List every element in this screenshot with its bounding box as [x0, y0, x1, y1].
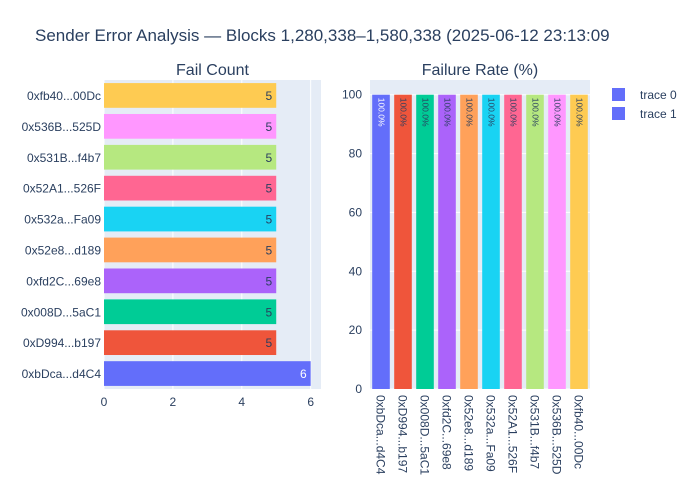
data-label: 100.0%: [377, 98, 387, 127]
x-tick-label: 0xD994...b197: [396, 395, 410, 473]
bar[interactable]: [372, 94, 390, 389]
bar[interactable]: [104, 113, 277, 139]
data-label: 100.0%: [443, 98, 453, 127]
subplot-title: Fail Count: [176, 62, 249, 79]
y-tick-label: 20: [349, 323, 363, 337]
y-tick-label: 0xD994...b197: [23, 336, 101, 350]
data-label: 100.0%: [531, 98, 541, 127]
y-tick-label: 0x536B...525D: [22, 120, 102, 134]
legend-swatch: [612, 88, 625, 101]
data-label: 5: [266, 151, 273, 165]
data-label: 100.0%: [399, 98, 409, 127]
data-label: 5: [266, 305, 273, 319]
y-tick-label: 0x52e8...d189: [25, 243, 101, 257]
x-tick-label: 0x52A1...526F: [506, 395, 520, 473]
bar[interactable]: [104, 299, 277, 325]
x-tick-label: 2: [170, 395, 177, 409]
x-tick-label: 0x536B...525D: [550, 395, 564, 475]
bar[interactable]: [104, 144, 277, 170]
y-tick-label: 40: [349, 264, 363, 278]
data-label: 5: [266, 89, 273, 103]
legend-item[interactable]: trace 0: [612, 88, 677, 102]
bar[interactable]: [526, 94, 544, 389]
bar[interactable]: [104, 237, 277, 263]
bar[interactable]: [104, 83, 277, 108]
bar[interactable]: [548, 94, 566, 389]
y-tick-label: 100: [342, 88, 362, 102]
data-label: 5: [266, 274, 273, 288]
x-tick-label: 0x531B...f4b7: [528, 395, 542, 469]
data-label: 100.0%: [509, 98, 519, 127]
y-tick-label: 0x531B...f4b7: [27, 151, 101, 165]
x-tick-label: 0x008D...5aC1: [418, 395, 432, 475]
data-label: 100.0%: [575, 98, 585, 127]
bar[interactable]: [416, 94, 434, 389]
bar[interactable]: [104, 206, 277, 232]
y-tick-label: 0x532a...Fa09: [24, 213, 101, 227]
subplot-title: Failure Rate (%): [422, 62, 538, 79]
data-label: 5: [266, 243, 273, 257]
bar[interactable]: [438, 94, 456, 389]
x-tick-label: 6: [307, 395, 314, 409]
x-tick-label: 4: [238, 395, 245, 409]
x-tick-label: 0xbDca...d4C4: [374, 395, 388, 475]
y-tick-label: 60: [349, 205, 363, 219]
data-label: 5: [266, 120, 273, 134]
x-tick-label: 0x532a...Fa09: [484, 395, 498, 472]
x-tick-label: 0xfd2C...69e8: [440, 395, 454, 470]
data-label: 5: [266, 213, 273, 227]
y-tick-label: 80: [349, 147, 363, 161]
y-tick-label: 0xbDca...d4C4: [22, 367, 102, 381]
bar[interactable]: [104, 175, 277, 201]
data-label: 100.0%: [553, 98, 563, 127]
data-label: 6: [300, 367, 307, 381]
data-label: 5: [266, 182, 273, 196]
bar[interactable]: [104, 268, 277, 294]
bar[interactable]: [104, 361, 311, 386]
data-label: 100.0%: [487, 98, 497, 127]
bar[interactable]: [504, 94, 522, 389]
legend-label: trace 1: [640, 107, 677, 121]
legend-item[interactable]: trace 1: [612, 107, 677, 121]
failure-rate-panel: 0 20 40 60 80 100 Failure Rate (%) 100.0% 0xbDca…: [342, 62, 590, 475]
y-tick-label: 0x008D...5aC1: [21, 305, 101, 319]
y-tick-label: 0xfd2C...69e8: [26, 274, 101, 288]
bar[interactable]: [482, 94, 500, 389]
bar[interactable]: [570, 94, 588, 389]
legend[interactable]: trace 0 trace 1: [612, 88, 677, 121]
y-tick-label: 0x52A1...526F: [23, 182, 101, 196]
fail-count-panel: 0 2 4 6 Fail Count 6 0xbDca...d4C4 5 0xD994...b1…: [21, 62, 321, 409]
data-label: 5: [266, 336, 273, 350]
x-tick-label: 0: [101, 395, 108, 409]
data-label: 100.0%: [421, 98, 431, 127]
bar[interactable]: [460, 94, 478, 389]
bar[interactable]: [394, 94, 412, 389]
bar[interactable]: [104, 330, 277, 356]
x-tick-label: 0x52e8...d189: [462, 395, 476, 471]
chart-title: Sender Error Analysis — Blocks 1,280,338…: [35, 26, 610, 45]
legend-swatch: [612, 107, 625, 120]
x-tick-label: 0xfb40...00Dc: [572, 395, 586, 469]
legend-label: trace 0: [640, 88, 677, 102]
y-tick-label: 0: [355, 382, 362, 396]
y-tick-label: 0xfb40...00Dc: [27, 89, 101, 103]
data-label: 100.0%: [465, 98, 475, 127]
